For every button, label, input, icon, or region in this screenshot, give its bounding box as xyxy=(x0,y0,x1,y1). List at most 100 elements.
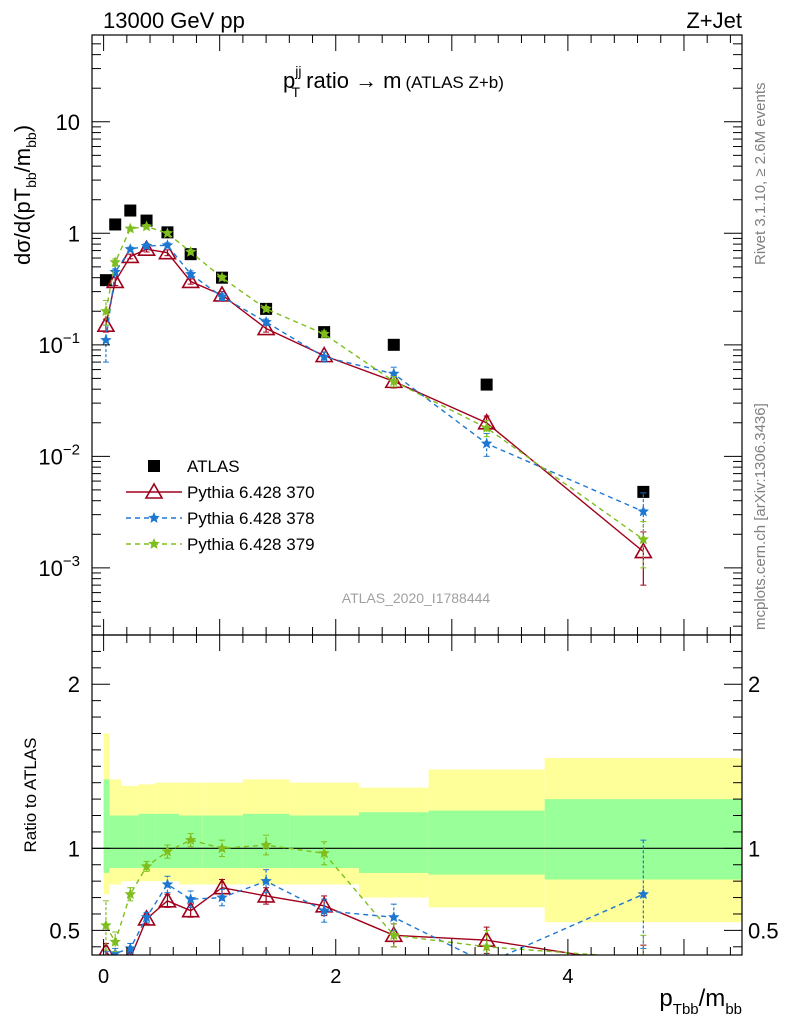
x-tick-label: 4 xyxy=(562,966,573,988)
data-point xyxy=(318,904,330,916)
data-point xyxy=(99,274,112,287)
data-point xyxy=(109,218,122,231)
legend-label: Pythia 6.428 379 xyxy=(187,535,315,554)
data-point xyxy=(148,538,160,549)
main-ylabel-mid: /m xyxy=(10,148,35,172)
data-point xyxy=(140,220,153,232)
data-point xyxy=(260,302,272,314)
green-band xyxy=(138,813,156,869)
data-point xyxy=(140,240,153,251)
data-point xyxy=(100,334,112,346)
data-point xyxy=(388,367,400,379)
green-band xyxy=(358,812,429,873)
data-point xyxy=(387,338,400,351)
main-ylabel-sub2: bb xyxy=(23,132,39,148)
data-point xyxy=(137,239,156,257)
mcplots-label: mcplots.cern.ch [arXiv:1306.3436] xyxy=(752,403,769,630)
data-point xyxy=(260,316,272,327)
series-line xyxy=(105,248,644,553)
analysis-watermark: ATLAS_2020_I1788444 xyxy=(342,590,491,606)
data-point xyxy=(124,204,137,217)
x-tick-label: 2 xyxy=(330,966,341,988)
data-point xyxy=(318,847,330,859)
ratio-y-tick-label-right: 0.5 xyxy=(748,918,779,943)
green-band xyxy=(155,813,180,869)
data-point xyxy=(480,421,493,433)
data-point xyxy=(158,243,177,260)
data-point xyxy=(212,285,232,302)
data-point xyxy=(148,460,160,472)
data-point xyxy=(124,888,136,900)
data-point xyxy=(481,957,492,968)
header-process: Z+Jet xyxy=(686,8,742,33)
data-point xyxy=(256,318,276,336)
tick-exponent: −1 xyxy=(63,330,80,347)
main-ylabel-sub1: bb xyxy=(23,172,39,188)
data-point xyxy=(480,940,493,952)
xlabel-slash: /m xyxy=(699,985,726,1012)
data-point xyxy=(124,243,136,255)
data-point xyxy=(637,485,650,498)
data-point xyxy=(256,886,276,903)
tick-exponent: −2 xyxy=(63,441,80,458)
ratio-y-tick-label-left: 0.5 xyxy=(49,918,80,943)
data-point xyxy=(113,951,117,955)
main-ylabel-pre: dσ/d(pT xyxy=(10,188,35,265)
main-ylabel-post: ) xyxy=(10,125,35,132)
legend: ATLAS Pythia 6.428 370 Pythia 6.428 378 Pyt… xyxy=(126,457,315,554)
data-point xyxy=(124,222,136,234)
data-point xyxy=(216,290,228,302)
data-point xyxy=(100,919,112,931)
main-y-tick-label: 10−2 xyxy=(38,441,80,469)
xlabel-p: p xyxy=(659,985,672,1012)
legend-label: Pythia 6.428 370 xyxy=(187,483,315,502)
rivet-label: Rivet 3.1.10, ≥ 2.6M events xyxy=(752,83,769,266)
plot-title-small: (ATLAS Z+b) xyxy=(406,73,504,92)
main-series-layer xyxy=(96,204,653,586)
data-point xyxy=(140,860,153,872)
main-y-tick-label: 1 xyxy=(68,221,80,246)
main-y-tick-label: 10 xyxy=(56,110,80,135)
plot-title-sub: T xyxy=(291,84,300,100)
data-point xyxy=(140,911,153,923)
data-point xyxy=(216,842,228,854)
data-point xyxy=(98,942,114,955)
green-band xyxy=(109,815,122,869)
data-point xyxy=(260,839,272,850)
data-point xyxy=(637,888,649,900)
xlabel-sub2: bb xyxy=(725,1001,742,1018)
data-point xyxy=(161,239,174,251)
data-point xyxy=(140,214,153,227)
ratio-y-tick-label-right: 2 xyxy=(748,672,760,697)
data-point xyxy=(124,942,136,954)
green-band xyxy=(103,779,110,873)
x-axis-label: pTbb/mbb xyxy=(659,985,742,1018)
axes-layer: 0 2 4 10−3 10−2 10−1 1 10 0.5 0.5 1 1 2 2 xyxy=(38,34,779,988)
legend-label: Pythia 6.428 378 xyxy=(187,509,315,528)
data-point xyxy=(144,482,164,499)
ratio-frame xyxy=(91,634,743,956)
data-point xyxy=(120,246,140,264)
data-point xyxy=(181,271,201,289)
data-point xyxy=(318,328,330,339)
plot-title: pjj T ratio → m (ATLAS Z+b) xyxy=(283,63,504,100)
series-line xyxy=(105,886,586,955)
data-point xyxy=(158,891,177,908)
data-point xyxy=(185,893,197,905)
data-point xyxy=(137,909,156,926)
data-point xyxy=(318,350,330,362)
data-point xyxy=(388,929,400,941)
data-point xyxy=(216,271,228,283)
plot-title-p: p xyxy=(283,68,295,93)
data-point xyxy=(635,957,651,971)
data-point xyxy=(161,878,174,890)
data-point xyxy=(260,875,272,886)
ratio-ylabel: Ratio to ATLAS xyxy=(21,738,40,853)
data-point xyxy=(181,901,201,918)
data-point xyxy=(480,378,493,391)
data-point xyxy=(216,891,228,903)
data-point xyxy=(100,305,112,317)
data-point xyxy=(161,845,174,857)
data-point xyxy=(109,935,121,947)
